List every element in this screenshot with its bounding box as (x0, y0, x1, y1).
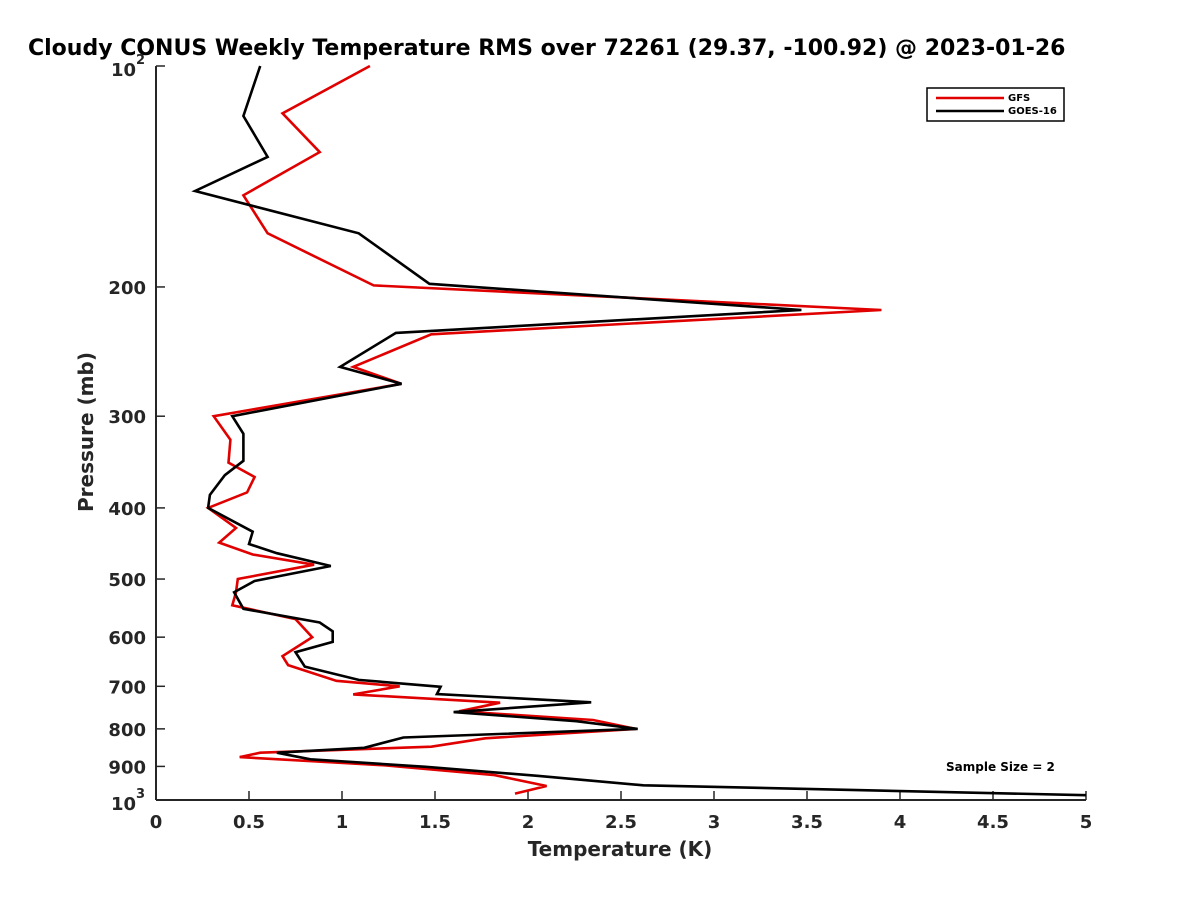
x-tick-label: 1.5 (419, 812, 451, 833)
x-tick-label: 2.5 (605, 812, 637, 833)
y-tick-base: 10 (111, 794, 136, 815)
series-line-gfs (205, 64, 882, 795)
y-tick-label: 700 (108, 677, 146, 698)
y-tick-label: 600 (108, 628, 146, 649)
x-tick-label: 2 (522, 812, 535, 833)
y-tick-label: 200 (108, 278, 146, 299)
x-tick-label: 3.5 (791, 812, 823, 833)
x-tick-label: 4 (894, 812, 907, 833)
x-tick-label: 1 (336, 812, 349, 833)
legend: GFS GOES-16 (926, 87, 1065, 122)
y-tick-label: 500 (108, 570, 146, 591)
y-tick-label-power: 10 3 (111, 787, 145, 815)
x-ticks: 0 0.5 1 1.5 2 2.5 3 3.5 4 4.5 5 (150, 791, 1093, 833)
y-tick-label: 400 (108, 499, 146, 520)
x-axis-label: Temperature (K) (528, 837, 713, 861)
x-tick-label: 3 (708, 812, 721, 833)
y-tick-exponent: 3 (136, 787, 145, 802)
series-line-goes16 (191, 65, 1087, 797)
y-tick-label: 300 (108, 407, 146, 428)
legend-label-goes16: GOES-16 (1008, 106, 1057, 117)
y-axis-label: Pressure (mb) (74, 352, 98, 512)
y-tick-label: 900 (108, 757, 146, 778)
x-tick-label: 0 (150, 812, 163, 833)
y-tick-exponent: 2 (136, 53, 145, 68)
sample-size-annotation: Sample Size = 2 (946, 760, 1055, 774)
x-tick-label: 4.5 (977, 812, 1009, 833)
x-tick-label: 0.5 (233, 812, 265, 833)
x-tick-label: 5 (1080, 812, 1093, 833)
y-tick-base: 10 (111, 60, 136, 81)
series-group (191, 64, 1087, 797)
legend-label-gfs: GFS (1008, 93, 1030, 104)
legend-box (926, 87, 1065, 122)
chart-title: Cloudy CONUS Weekly Temperature RMS over… (28, 36, 1065, 61)
y-tick-label: 800 (108, 720, 146, 741)
y-tick-label-power: 10 2 (111, 53, 145, 81)
